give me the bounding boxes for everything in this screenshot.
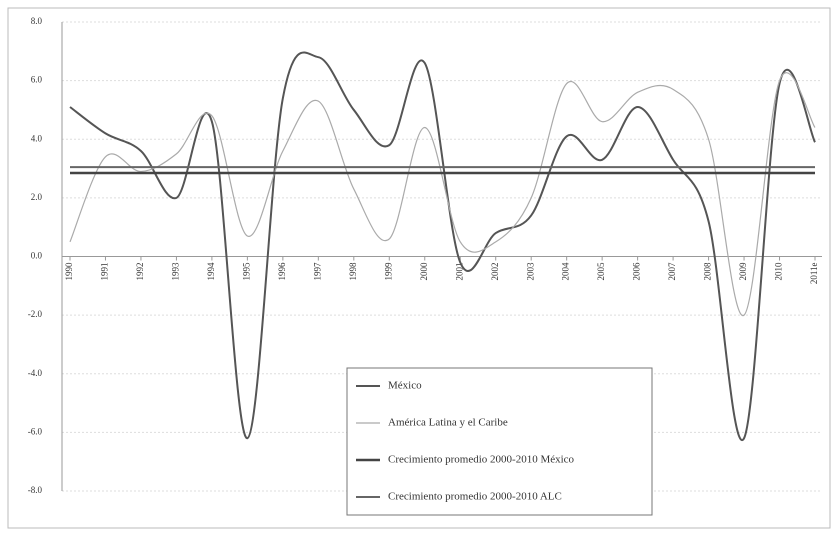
- x-tick-label: 1997: [312, 262, 322, 281]
- y-tick-label: 6.0: [31, 75, 43, 85]
- x-tick-label: 2005: [596, 262, 606, 281]
- chart-frame: [7, 7, 831, 529]
- legend-label: México: [388, 380, 422, 392]
- series-line: [69, 51, 816, 442]
- x-tick-label: 1999: [383, 262, 393, 281]
- legend-box: [346, 367, 653, 516]
- legend: México América Latina y el Caribe Crecimie…: [346, 367, 653, 516]
- legend-label: Crecimiento promedio 2000-2010 ALC: [388, 491, 562, 503]
- y-tick-label: -4.0: [28, 368, 43, 378]
- x-tick-label: 1998: [348, 262, 358, 281]
- x-tick-label: 1991: [100, 263, 110, 281]
- x-tick-label: 1995: [241, 262, 251, 281]
- y-tick-label: 0.0: [31, 251, 43, 261]
- x-tick-label: 2009: [738, 262, 748, 281]
- y-tick-label: 2.0: [31, 192, 43, 202]
- x-tick-label: 2006: [632, 262, 642, 281]
- x-tick-label: 1996: [277, 262, 287, 281]
- y-tick-label: 4.0: [31, 133, 43, 143]
- grid: -8.0 -6.0 -4.0 -2.0 0.0 2.0 4.0 6.0 8.0 1990 1991 1…: [28, 16, 822, 495]
- x-tick-label: 1990: [64, 262, 74, 281]
- y-tick-label: -2.0: [28, 309, 43, 319]
- x-tick-label: 1993: [170, 262, 180, 281]
- x-tick-label: 2002: [490, 263, 500, 281]
- x-tick-label: 2003: [525, 262, 535, 281]
- series-line: [69, 72, 816, 316]
- legend-label: Crecimiento promedio 2000-2010 México: [388, 454, 575, 466]
- x-tick-label: 2007: [667, 262, 677, 281]
- x-tick-label: 2000: [419, 262, 429, 281]
- y-tick-label: -6.0: [28, 426, 43, 436]
- plot: [69, 51, 816, 442]
- x-tick-label: 2011e: [809, 263, 819, 285]
- x-tick-label: 2010: [774, 262, 784, 281]
- x-tick-label: 2008: [703, 262, 713, 281]
- legend-label: América Latina y el Caribe: [388, 417, 508, 429]
- x-tick-label: 2004: [561, 262, 571, 281]
- x-tick-label: 1994: [206, 262, 216, 281]
- x-tick-label: 1992: [135, 263, 145, 281]
- x-tick-label: 2001: [454, 263, 464, 281]
- y-tick-label: 8.0: [31, 16, 43, 26]
- y-tick-label: -8.0: [28, 485, 43, 495]
